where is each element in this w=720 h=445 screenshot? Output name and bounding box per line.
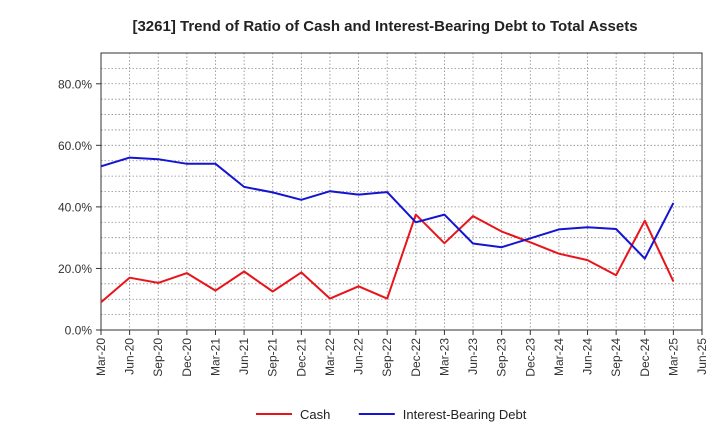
x-tick-label: Mar-25 [666,338,680,376]
x-tick-label: Jun-25 [695,338,709,375]
chart-title: [3261] Trend of Ratio of Cash and Intere… [132,18,637,35]
x-tick-label: Dec-23 [523,338,537,377]
x-tick-label: Sep-24 [609,338,623,377]
x-tick-label: Jun-22 [352,338,366,375]
x-tick-label: Dec-22 [409,338,423,377]
x-tick-label: Mar-21 [208,338,222,376]
legend-label-cash: Cash [300,407,330,422]
series-lines [100,156,675,304]
x-tick-label: Mar-23 [437,338,451,376]
x-tick-label: Sep-22 [380,338,394,377]
x-tick-label: Dec-20 [180,338,194,377]
grid [100,52,703,331]
legend-label-interest-bearing-debt: Interest-Bearing Debt [403,407,527,422]
series-line-interest-bearing-debt [100,156,675,260]
x-tick-label: Mar-20 [94,338,108,376]
x-tick-label: Sep-20 [151,338,165,377]
y-tick-label: 20.0% [58,262,92,276]
x-tick-label: Jun-23 [466,338,480,375]
y-tick-label: 60.0% [58,139,92,153]
series-line-cash [100,213,675,304]
plot-frame [100,52,703,331]
legend: Cash Interest-Bearing Debt [256,407,527,422]
y-tick-label: 80.0% [58,77,92,91]
y-tick-label: 40.0% [58,200,92,214]
x-tick-label: Jun-24 [581,338,595,375]
x-tick-label: Dec-24 [638,338,652,377]
x-tick-label: Dec-21 [294,338,308,377]
x-tick-label: Jun-20 [123,338,137,375]
x-tick-label: Mar-24 [552,338,566,376]
x-tick-label: Mar-22 [323,338,337,376]
x-tick-label: Sep-21 [266,338,280,377]
axes: 0.0% 20.0% 40.0% 60.0% 80.0% Mar-20 Jun-20 Sep-… [58,52,709,377]
x-tick-label: Sep-23 [495,338,509,377]
y-tick-label: 0.0% [65,324,93,338]
x-tick-label: Jun-21 [237,338,251,375]
